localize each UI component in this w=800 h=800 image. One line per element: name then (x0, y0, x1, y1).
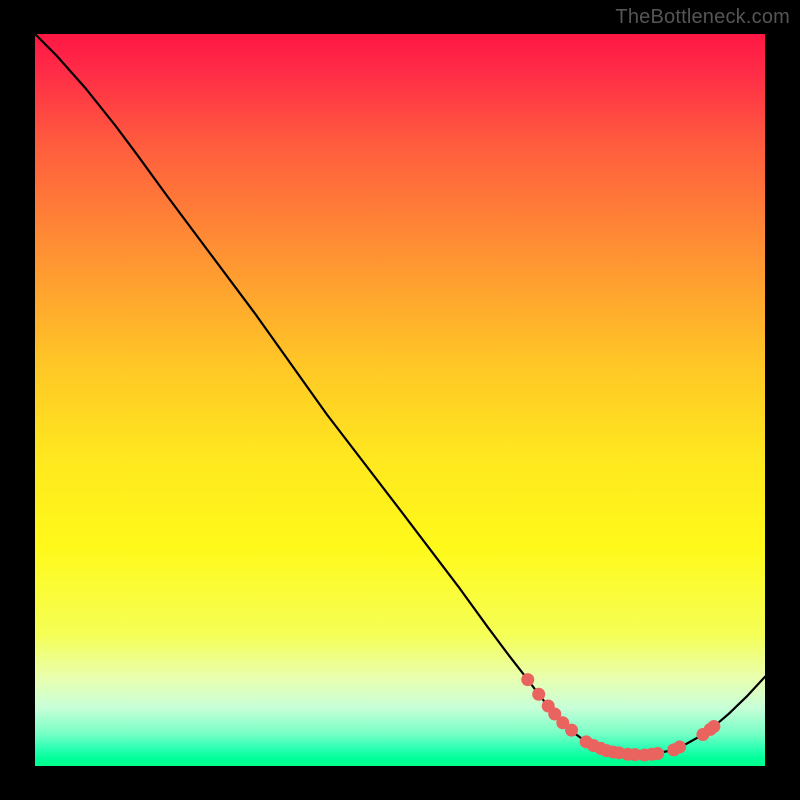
gradient-background (35, 34, 765, 766)
data-marker (532, 688, 545, 701)
data-marker (651, 747, 664, 760)
data-marker (565, 724, 578, 737)
chart-svg (35, 34, 765, 766)
data-marker (673, 740, 686, 753)
chart-container: TheBottleneck.com (0, 0, 800, 800)
watermark-text: TheBottleneck.com (615, 6, 790, 29)
data-marker (521, 673, 534, 686)
plot-area (35, 34, 765, 766)
data-marker (707, 720, 720, 733)
